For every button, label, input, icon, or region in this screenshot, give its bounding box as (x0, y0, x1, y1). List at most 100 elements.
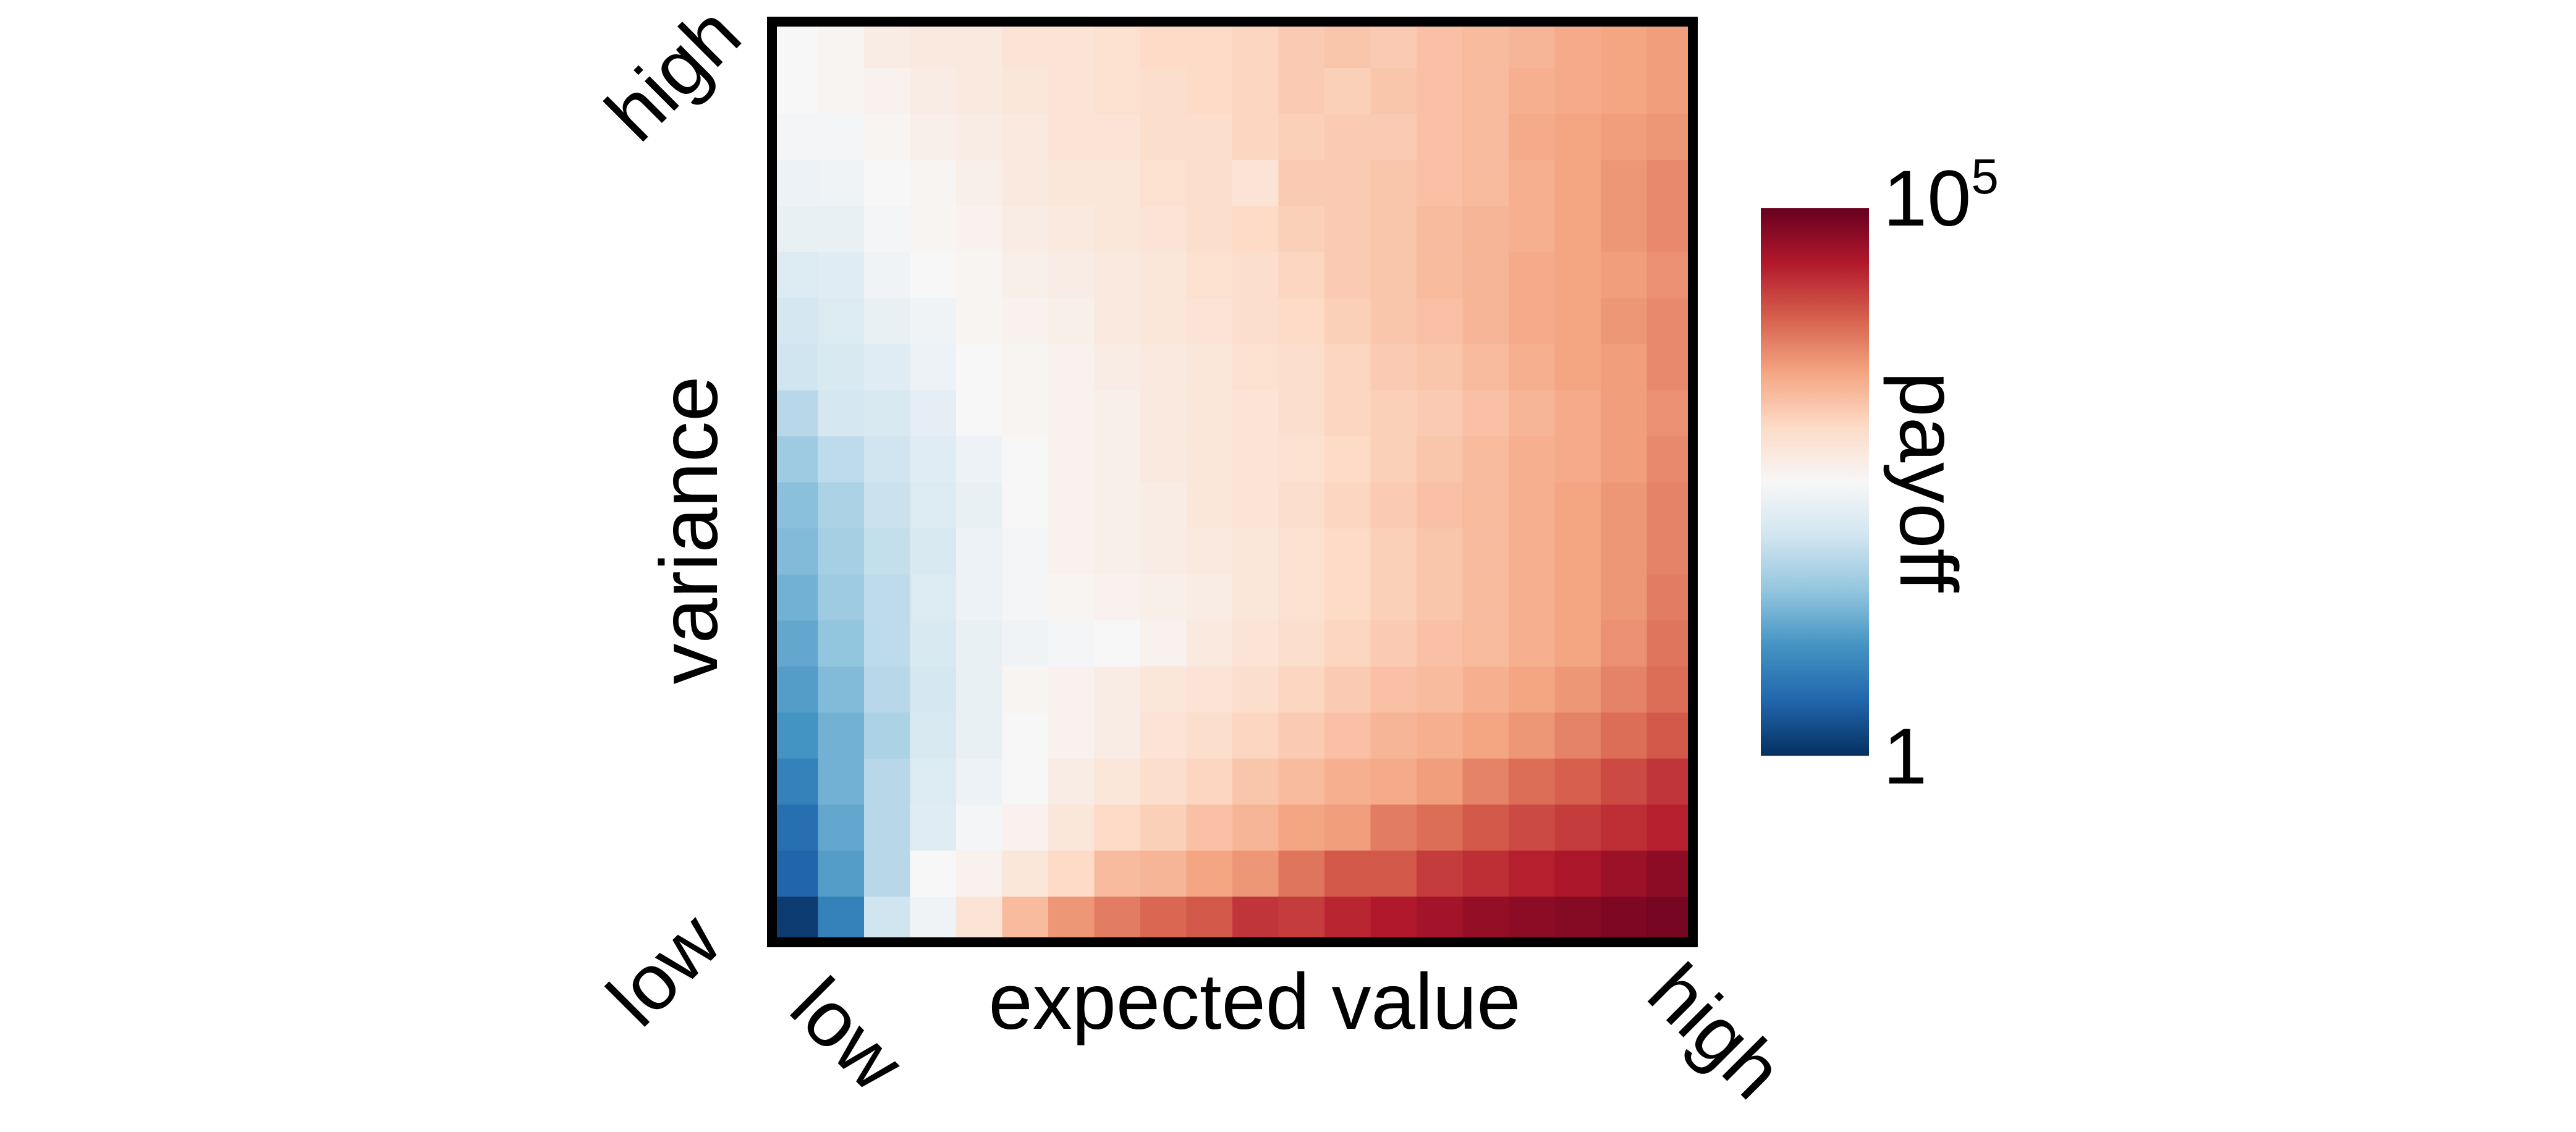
heatmap-cell (1509, 298, 1556, 345)
heatmap-cell (1186, 896, 1233, 943)
heatmap-cell (1554, 804, 1601, 851)
heatmap-cell (818, 251, 865, 298)
heatmap-cell (1094, 666, 1141, 713)
heatmap-cell (956, 666, 1003, 713)
heatmap-cell (1601, 298, 1648, 345)
heatmap-cell (1324, 298, 1371, 345)
heatmap-cell (910, 620, 957, 667)
heatmap-cell (864, 251, 911, 298)
heatmap-cell (772, 298, 819, 345)
heatmap-cell (864, 850, 911, 897)
heatmap-cell (1094, 159, 1141, 206)
heatmap-cell (1094, 344, 1141, 391)
heatmap-cell (1646, 436, 1693, 483)
heatmap-cell (1601, 804, 1648, 851)
heatmap-cell (1186, 666, 1233, 713)
heatmap-cell (1646, 67, 1693, 114)
heatmap-cell (1417, 666, 1464, 713)
heatmap-cell (1048, 22, 1095, 69)
heatmap-cell (1417, 804, 1464, 851)
heatmap-cell (1462, 344, 1509, 391)
heatmap-cell (818, 22, 865, 69)
heatmap-cell (1232, 67, 1279, 114)
heatmap-cell (1048, 390, 1095, 437)
heatmap-cell (1094, 712, 1141, 759)
heatmap-cells (772, 22, 1693, 943)
heatmap-cell (818, 298, 865, 345)
heatmap-cell (1002, 67, 1049, 114)
heatmap-cell (818, 159, 865, 206)
heatmap-cell (772, 22, 819, 69)
heatmap-cell (1140, 804, 1187, 851)
heatmap-cell (1278, 344, 1325, 391)
heatmap-cell (1554, 436, 1601, 483)
heatmap-cell (1186, 390, 1233, 437)
heatmap-cell (1140, 620, 1187, 667)
heatmap-cell (1094, 850, 1141, 897)
heatmap-cell (1417, 159, 1464, 206)
heatmap-cell (910, 758, 957, 805)
heatmap-cell (1370, 574, 1417, 621)
heatmap-cell (1002, 804, 1049, 851)
heatmap-cell (1462, 114, 1509, 161)
heatmap-cell (1048, 482, 1095, 529)
heatmap-cell (1509, 482, 1556, 529)
heatmap-cell (772, 390, 819, 437)
heatmap-cell (910, 896, 957, 943)
heatmap-cell (772, 850, 819, 897)
heatmap-cell (910, 344, 957, 391)
heatmap-cell (1232, 206, 1279, 253)
heatmap-cell (1094, 482, 1141, 529)
plot-frame (767, 17, 1698, 947)
heatmap-cell (1278, 528, 1325, 575)
heatmap-cell (1002, 159, 1049, 206)
heatmap-cell (1601, 620, 1648, 667)
heatmap-cell (1140, 712, 1187, 759)
heatmap-cell (1462, 298, 1509, 345)
heatmap-cell (1048, 712, 1095, 759)
heatmap-cell (1140, 850, 1187, 897)
heatmap-cell (1370, 251, 1417, 298)
heatmap-cell (1646, 390, 1693, 437)
heatmap-cell (1002, 666, 1049, 713)
heatmap-cell (772, 712, 819, 759)
heatmap-cell (1601, 666, 1648, 713)
heatmap-cell (1232, 251, 1279, 298)
heatmap-cell (818, 67, 865, 114)
heatmap-cell (1601, 850, 1648, 897)
heatmap-cell (1232, 482, 1279, 529)
heatmap-cell (818, 436, 865, 483)
heatmap-cell (1462, 666, 1509, 713)
heatmap-cell (864, 298, 911, 345)
heatmap-cell (1417, 482, 1464, 529)
heatmap-cell (772, 896, 819, 943)
heatmap-cell (1370, 390, 1417, 437)
heatmap-cell (772, 436, 819, 483)
y-axis-label: variance (643, 376, 734, 685)
heatmap-cell (1601, 114, 1648, 161)
heatmap-cell (1417, 574, 1464, 621)
heatmap-cell (1094, 436, 1141, 483)
heatmap-cell (1601, 251, 1648, 298)
heatmap-cell (1417, 22, 1464, 69)
heatmap-cell (1186, 22, 1233, 69)
heatmap-cell (818, 804, 865, 851)
heatmap-cell (1601, 206, 1648, 253)
heatmap-cell (772, 159, 819, 206)
heatmap-cell (864, 22, 911, 69)
heatmap-cell (1554, 850, 1601, 897)
heatmap-cell (1186, 528, 1233, 575)
heatmap-cell (1509, 390, 1556, 437)
heatmap-cell (772, 620, 819, 667)
heatmap-cell (1186, 114, 1233, 161)
heatmap-cell (818, 850, 865, 897)
heatmap-cell (818, 574, 865, 621)
heatmap-cell (1554, 251, 1601, 298)
heatmap-cell (1278, 251, 1325, 298)
heatmap-cell (1232, 850, 1279, 897)
colorbar-min-label: 1 (1883, 712, 1927, 801)
heatmap-cell (1048, 344, 1095, 391)
heatmap-cell (1646, 298, 1693, 345)
heatmap-cell (1048, 896, 1095, 943)
heatmap-cell (1278, 67, 1325, 114)
